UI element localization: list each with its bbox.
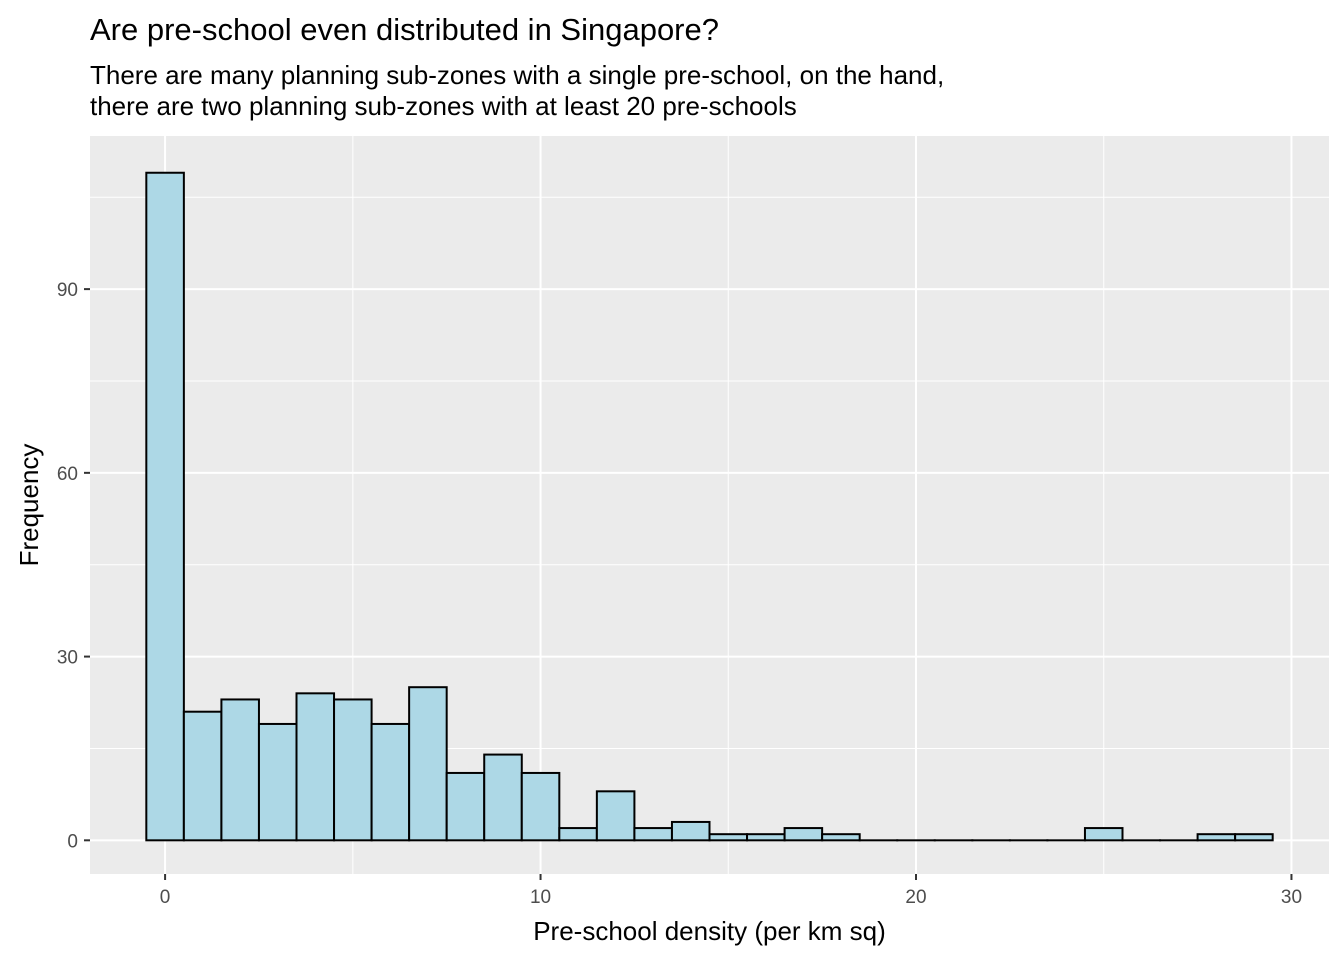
histogram-bar: [708, 833, 749, 842]
histogram-bar: [295, 692, 336, 842]
histogram-bar: [1196, 833, 1237, 842]
chart-subtitle: There are many planning sub-zones with a…: [90, 60, 944, 122]
histogram-bar: [220, 698, 260, 842]
histogram-bar: [370, 722, 411, 842]
histogram-bar: [445, 771, 486, 842]
x-axis-title: Pre-school density (per km sq): [533, 916, 886, 946]
histogram-bar: [633, 827, 673, 842]
y-tick-label: 30: [57, 648, 78, 669]
x-tick-label: 20: [905, 887, 926, 908]
y-tick-label: 0: [67, 831, 78, 852]
chart-title: Are pre-school even distributed in Singa…: [90, 12, 719, 47]
histogram-bar: [746, 833, 786, 842]
histogram-bar: [783, 827, 824, 842]
histogram-bar: [821, 833, 861, 842]
histogram-bar: [1234, 833, 1274, 842]
histogram-bar: [483, 753, 523, 842]
y-axis-title: Frequency: [14, 444, 44, 567]
subtitle-line-1: There are many planning sub-zones with a…: [90, 60, 945, 90]
histogram-bar: [333, 698, 373, 842]
histogram-bar: [1083, 827, 1124, 842]
subtitle-line-2: there are two planning sub-zones with at…: [90, 91, 797, 121]
histogram-bar: [257, 722, 298, 842]
x-tick-label: 10: [530, 887, 551, 908]
histogram-bar: [558, 827, 598, 842]
histogram-bar: [595, 790, 636, 842]
histogram-bar: [408, 686, 448, 842]
histogram-bar: [670, 820, 711, 842]
y-tick-label: 90: [57, 280, 78, 301]
histogram-bar: [182, 710, 223, 842]
y-tick-label: 60: [57, 464, 78, 485]
x-tick-label: 0: [160, 887, 171, 908]
histogram-bar: [145, 171, 185, 842]
x-tick-label: 30: [1281, 887, 1302, 908]
histogram-bar: [520, 771, 561, 842]
